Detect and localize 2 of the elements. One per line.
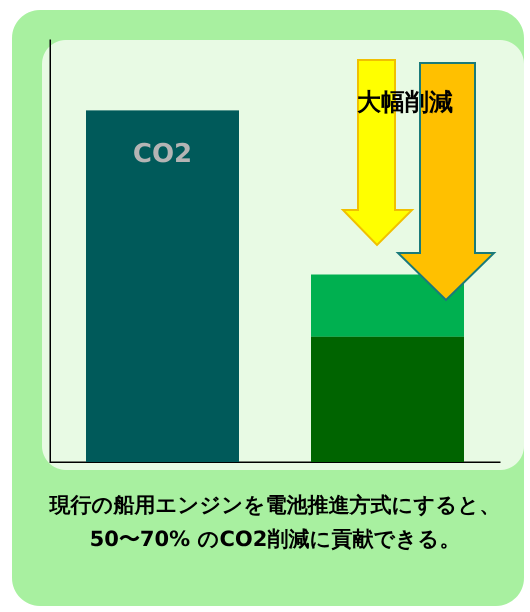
- x-tick-label: CO2: [132, 139, 192, 170]
- text: 現行の船用エンジンを電池推進方式にすると、50〜70% のCO2削減に貢献できる。: [48, 492, 502, 553]
